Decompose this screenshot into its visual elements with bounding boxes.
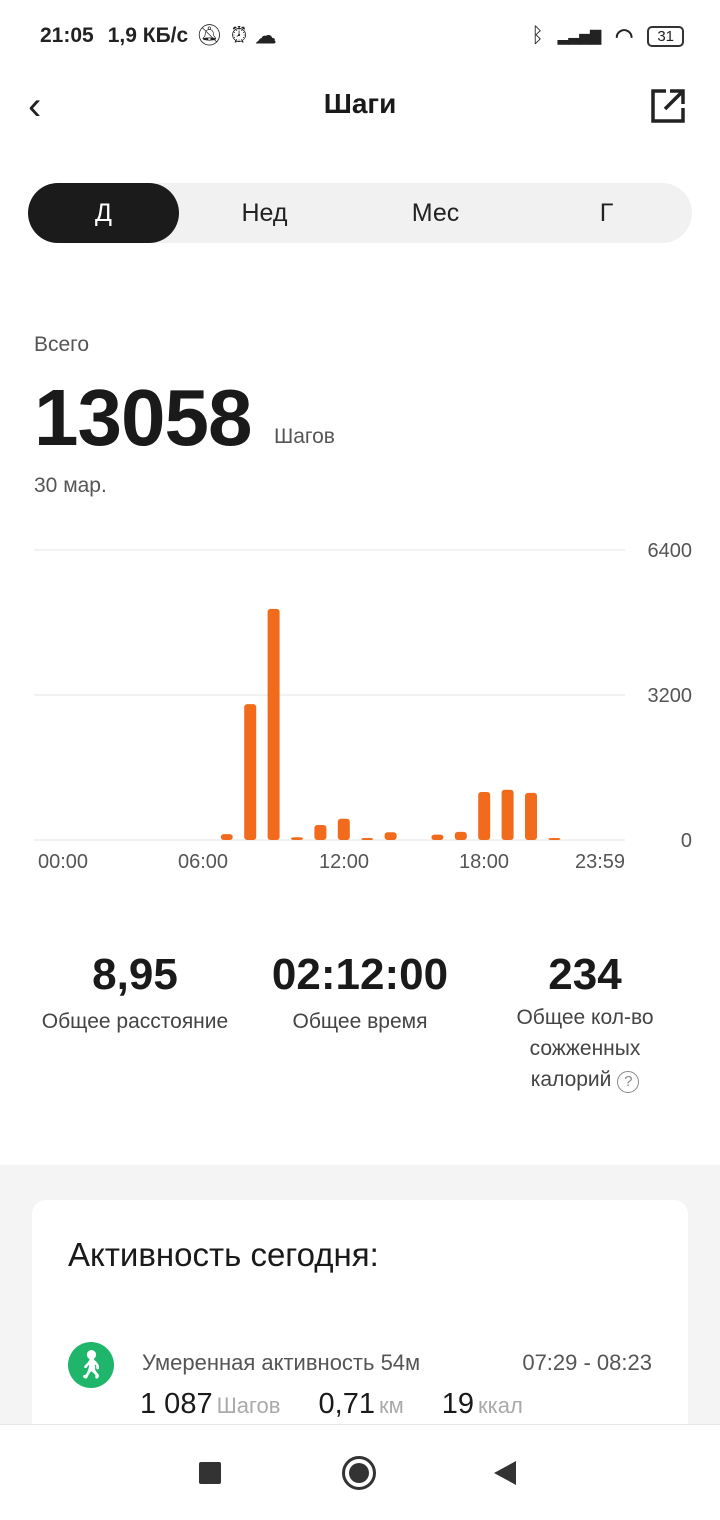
- signal-icon: ▂▃▅▇: [557, 27, 601, 44]
- stat-time: 02:12:00 Общее время: [240, 950, 480, 1037]
- help-icon[interactable]: ?: [617, 1071, 640, 1093]
- back-button[interactable]: ‹: [28, 84, 42, 128]
- tab-year[interactable]: Г: [599, 198, 614, 227]
- y-tick-label: 6400: [648, 540, 693, 562]
- activity-calories: 19: [441, 1388, 475, 1420]
- total-label: Всего: [34, 333, 90, 356]
- steps-unit: Шагов: [274, 425, 335, 448]
- date-label: 30 мар.: [34, 474, 107, 497]
- bluetooth-icon: ᛒ: [531, 24, 544, 47]
- x-tick-label: 12:00: [319, 851, 369, 873]
- x-tick-label: 18:00: [459, 851, 509, 873]
- tab-week[interactable]: Нед: [241, 198, 288, 227]
- bell-off-icon: 🔕︎: [196, 24, 223, 47]
- tab-day[interactable]: Д: [28, 183, 179, 243]
- wifi-icon: ◠: [614, 24, 634, 48]
- activity-distance: 0,71: [318, 1388, 375, 1420]
- network-speed: 1,9 КБ/с: [107, 24, 189, 47]
- bar-hour-16: [431, 834, 444, 840]
- bar-hour-11: [314, 825, 327, 840]
- bar-hour-19: [501, 789, 514, 840]
- nav-bar: [0, 1424, 720, 1520]
- stat-calories: 234 Общее кол-во сожженных калорий ?: [465, 950, 705, 1095]
- stat-distance: 8,95 Общее расстояние: [15, 950, 255, 1037]
- steps-chart: 6400 3200 0 00:00 06:00 12:00 18:00 23:59: [34, 540, 693, 873]
- activity-card: Активность сегодня: 🚶︎ Умеренная активно…: [32, 1200, 688, 1440]
- cloud-icon: ☁: [255, 24, 277, 48]
- bar-hour-10: [291, 837, 303, 840]
- bar-hour-14: [384, 832, 397, 840]
- bar-hour-20: [525, 792, 537, 840]
- tab-month[interactable]: Мес: [411, 198, 460, 227]
- battery-icon: 31: [647, 25, 684, 47]
- page-title: Шаги: [323, 88, 397, 119]
- stat-label: Общее расстояние: [41, 1010, 229, 1033]
- y-tick-label: 3200: [648, 685, 693, 707]
- x-tick-label: 06:00: [178, 851, 228, 873]
- activity-title: Активность сегодня:: [68, 1236, 379, 1273]
- stat-label: Общее время: [292, 1010, 428, 1033]
- bar-hour-17: [454, 831, 467, 840]
- bar-hour-18: [478, 791, 491, 840]
- share-icon[interactable]: [650, 88, 686, 124]
- bar-hour-13: [361, 838, 374, 840]
- activity-metrics: 1 087 Шагов 0,71 км 19 ккал: [140, 1388, 523, 1421]
- activity-name: Умеренная активность 54м: [142, 1350, 421, 1375]
- stat-value: 02:12:00: [271, 950, 449, 999]
- stat-label: Общее кол-во сожженных калорий: [516, 1006, 654, 1091]
- total-steps: 13058: [34, 373, 252, 462]
- activity-steps: 1 087: [140, 1388, 213, 1420]
- activity-time: 07:29 - 08:23: [522, 1350, 652, 1375]
- bar-hour-8: [244, 704, 257, 840]
- activity-calories-unit: ккал: [478, 1393, 523, 1418]
- stat-value: 234: [548, 950, 622, 999]
- y-tick-label: 0: [681, 830, 692, 852]
- activity-distance-unit: км: [378, 1393, 404, 1418]
- status-time: 21:05: [40, 24, 94, 47]
- home-button[interactable]: [342, 1456, 376, 1490]
- x-tick-label: 23:59: [575, 851, 625, 873]
- period-tabs: Д Нед Мес Г: [28, 183, 692, 243]
- stat-value: 8,95: [92, 950, 178, 999]
- recents-button[interactable]: [199, 1462, 221, 1484]
- bar-hour-12: [337, 818, 350, 840]
- walking-icon: 🚶︎: [68, 1342, 114, 1388]
- bar-hour-7: [220, 834, 233, 840]
- bar-hour-9: [267, 608, 280, 840]
- activity-steps-unit: Шагов: [216, 1393, 281, 1418]
- x-tick-label: 00:00: [38, 851, 88, 873]
- back-nav-button[interactable]: [494, 1461, 516, 1485]
- status-bar: 21:05 1,9 КБ/с 🔕︎ ⏰︎ ☁ ᛒ ▂▃▅▇ ◠ 31: [40, 18, 684, 54]
- bar-hour-21: [548, 838, 561, 840]
- alarm-icon: ⏰︎: [230, 24, 248, 47]
